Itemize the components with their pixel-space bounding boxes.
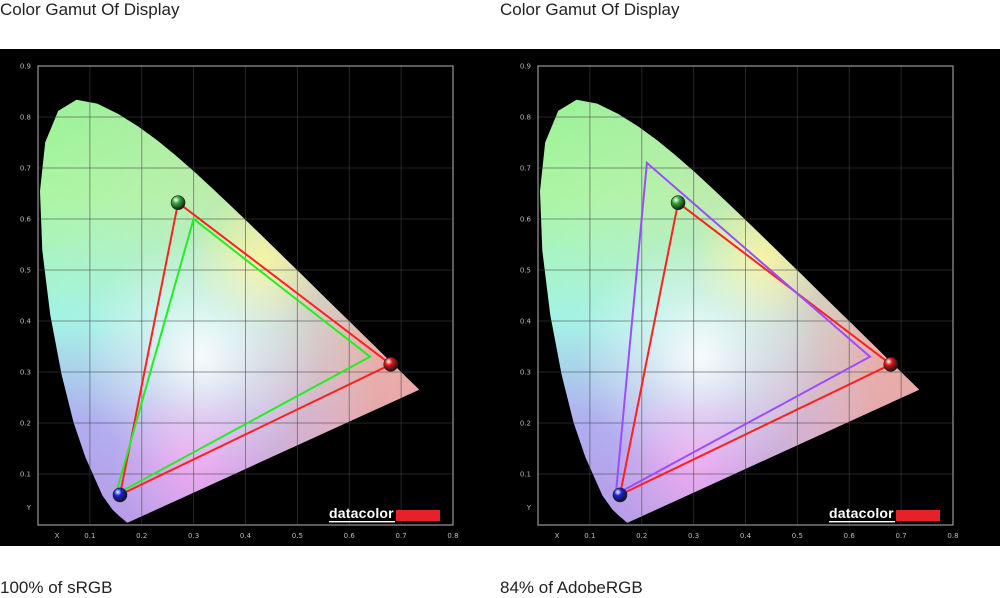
y-tick-label: 0.6: [520, 216, 532, 224]
x-axis-label: X: [555, 532, 560, 540]
chart-title: Color Gamut Of Display: [0, 0, 180, 19]
y-tick-label: 0.7: [520, 165, 531, 173]
x-tick-label: 0.5: [292, 532, 303, 540]
x-tick-label: 0.2: [136, 532, 147, 540]
y-tick-label: 0.9: [20, 63, 31, 71]
gamut-panel-srgb: Color Gamut Of Display 0.1 0.2 0.3 0.4 0.5 0.…: [0, 0, 500, 597]
y-tick-label: 0.3: [20, 369, 31, 377]
y-tick-label: 0.1: [20, 471, 31, 479]
logo-underline: [829, 521, 895, 523]
x-tick-label: 0.7: [396, 532, 407, 540]
cie-chromaticity-chart: 0.1 0.2 0.3 0.4 0.5 0.6 0.7 0.8 0.1 0.2 0.3 0.4 0.5 0…: [20, 63, 459, 541]
y-tick-label: 0.4: [20, 318, 32, 326]
red-primary-marker: [383, 357, 399, 372]
datacolor-logo: datacolor: [329, 505, 394, 521]
chart-area: 0.1 0.2 0.3 0.4 0.5 0.6 0.7 0.8 0.1 0.2 0.3 0.4 0.5 0…: [0, 49, 500, 546]
spectral-locus-fill: [540, 99, 920, 523]
x-tick-label: 0.6: [844, 532, 856, 540]
chart-caption: 84% of AdobeRGB: [500, 578, 643, 597]
x-tick-label: 0.7: [896, 532, 907, 540]
chart-title: Color Gamut Of Display: [500, 0, 680, 19]
y-tick-label: 0.2: [20, 420, 31, 428]
green-primary-marker: [170, 195, 186, 210]
logo-red-bar: [396, 510, 440, 521]
gamut-triangle-0: [118, 200, 393, 497]
y-tick-label: 0.6: [20, 216, 32, 224]
logo-red-bar: [896, 510, 940, 521]
blue-primary-marker: [112, 487, 128, 503]
x-axis-label: X: [55, 532, 60, 540]
gamut-triangle-1: [614, 160, 872, 497]
x-tick-label: 0.3: [188, 532, 199, 540]
x-tick-label: 0.8: [947, 532, 958, 540]
x-tick-label: 0.1: [84, 532, 95, 540]
x-tick-label: 0.6: [344, 532, 356, 540]
datacolor-logo: datacolor: [829, 505, 894, 521]
y-tick-label: 0.2: [520, 420, 531, 428]
spectral-locus-fill: [40, 99, 420, 523]
gamut-panel-adobergb: Color Gamut Of Display 0.1 0.2 0.3 0.4 0.5 0.…: [500, 0, 1000, 597]
x-tick-label: 0.4: [740, 532, 752, 540]
chart-area: 0.1 0.2 0.3 0.4 0.5 0.6 0.7 0.8 0.1 0.2 0.3 0.4 0.5 0…: [500, 49, 1000, 546]
y-axis-label: Y: [526, 504, 532, 512]
green-primary-marker: [670, 195, 686, 210]
y-tick-label: 0.9: [520, 63, 531, 71]
logo-underline: [329, 521, 395, 523]
x-tick-label: 0.3: [688, 532, 699, 540]
gamut-triangle-1: [114, 217, 372, 497]
y-tick-label: 0.1: [520, 471, 531, 479]
x-tick-label: 0.4: [240, 532, 252, 540]
y-tick-label: 0.5: [520, 267, 531, 275]
x-tick-label: 0.8: [447, 532, 458, 540]
y-tick-label: 0.8: [20, 114, 31, 122]
x-tick-label: 0.2: [636, 532, 647, 540]
x-tick-label: 0.5: [792, 532, 803, 540]
cie-chromaticity-chart: 0.1 0.2 0.3 0.4 0.5 0.6 0.7 0.8 0.1 0.2 0.3 0.4 0.5 0…: [520, 63, 959, 541]
y-tick-label: 0.3: [520, 369, 531, 377]
plot-frame: [37, 65, 454, 526]
y-tick-label: 0.4: [520, 318, 532, 326]
y-tick-label: 0.5: [20, 267, 31, 275]
y-tick-label: 0.7: [20, 165, 31, 173]
x-tick-label: 0.1: [584, 532, 595, 540]
y-axis-label: Y: [26, 504, 32, 512]
red-primary-marker: [883, 357, 899, 372]
blue-primary-marker: [612, 487, 628, 503]
plot-frame: [537, 65, 954, 526]
y-tick-label: 0.8: [520, 114, 531, 122]
chart-caption: 100% of sRGB: [0, 578, 113, 597]
